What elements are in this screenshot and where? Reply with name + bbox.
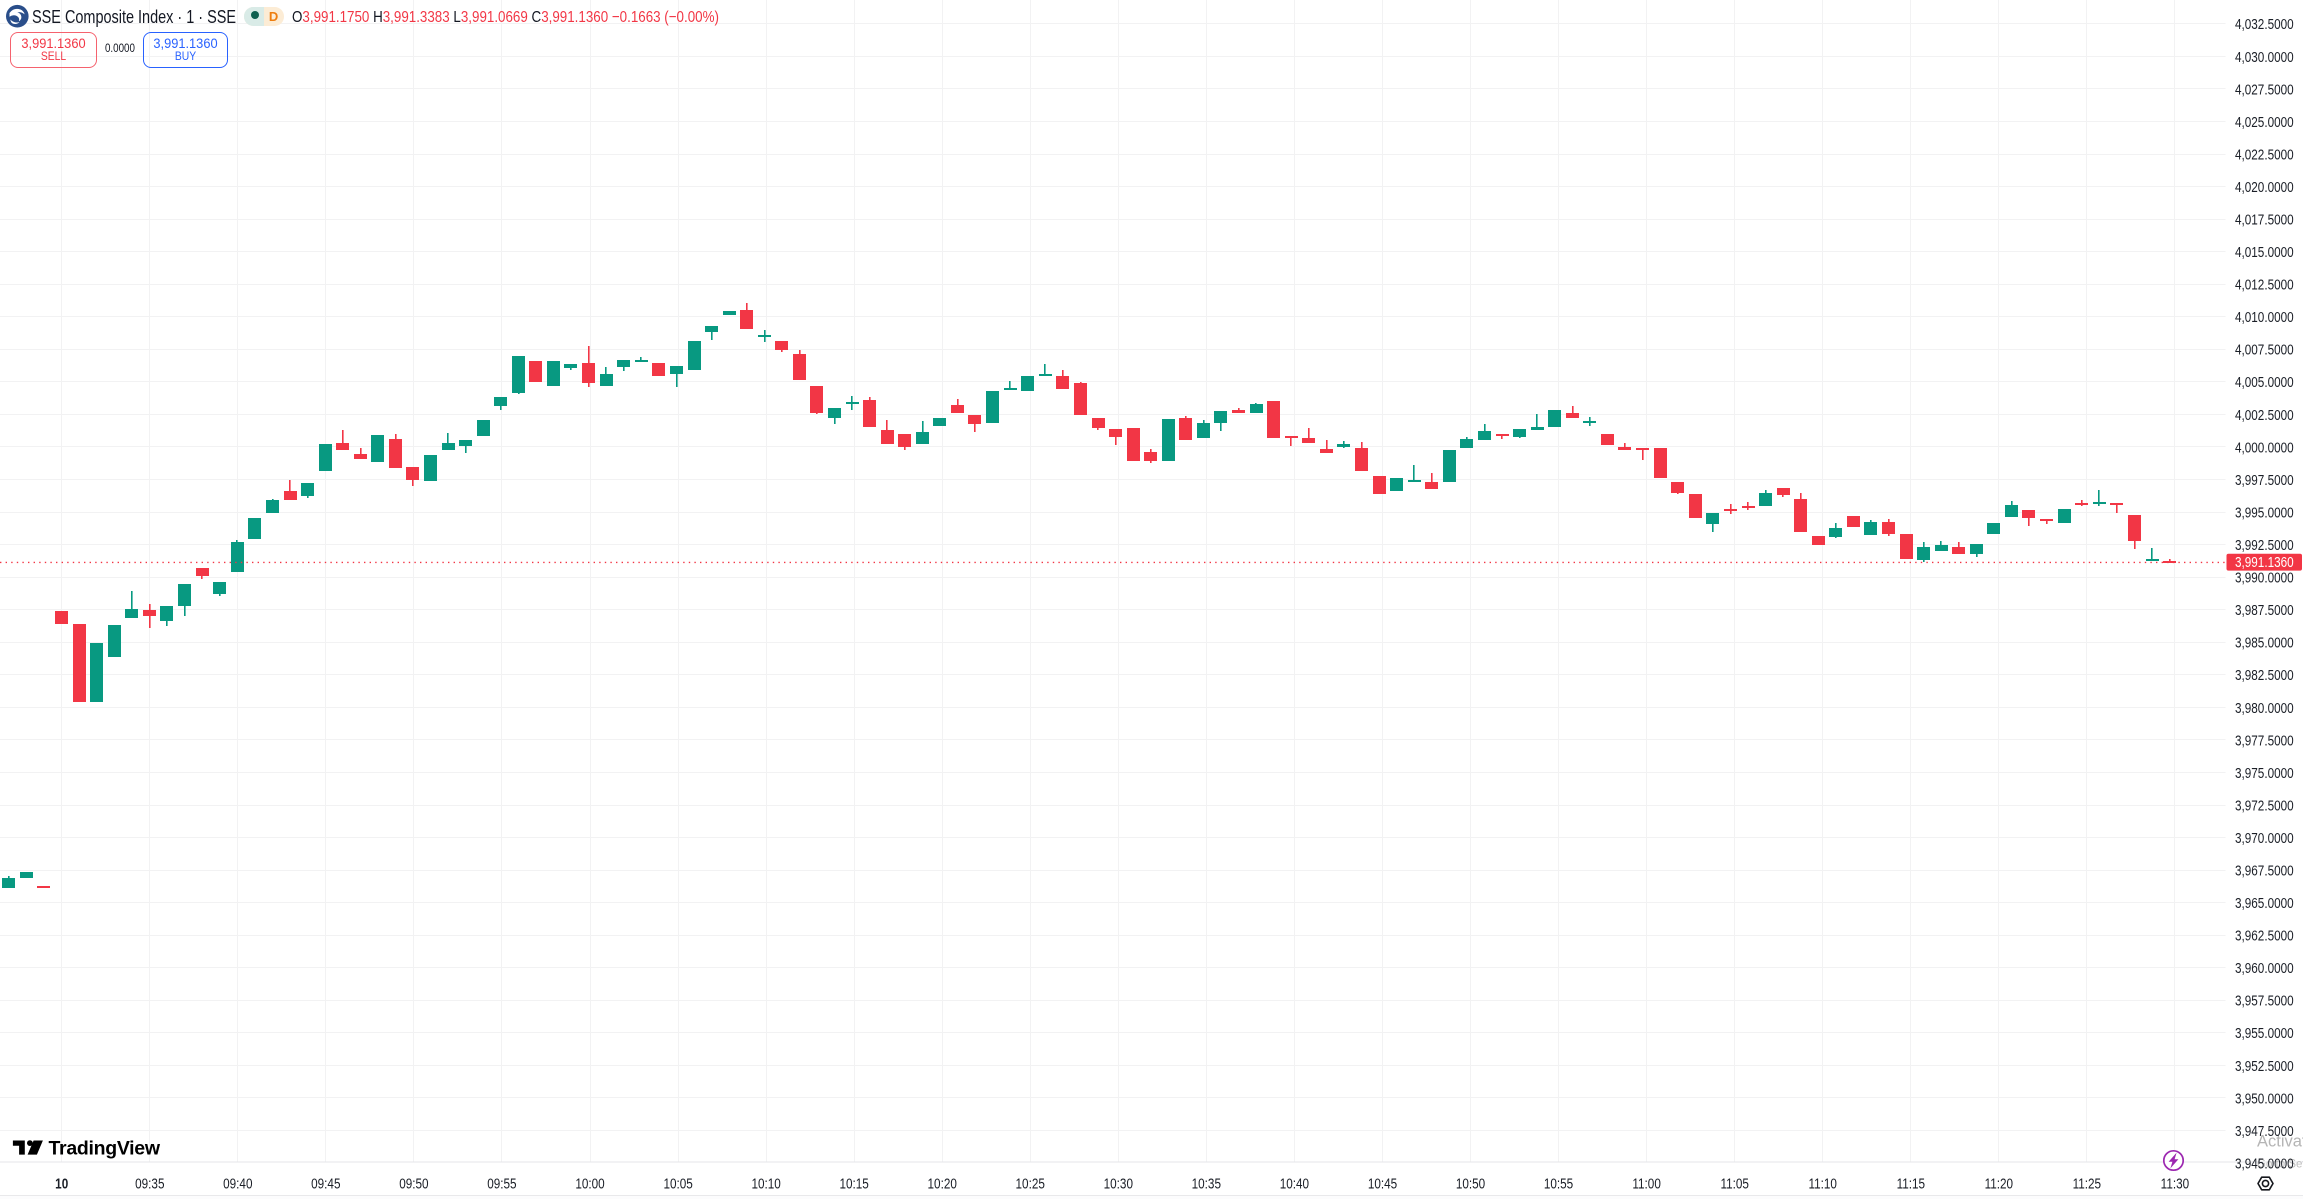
- svg-text:3,962.5000: 3,962.5000: [2235, 927, 2294, 944]
- svg-text:11:05: 11:05: [1720, 1175, 1748, 1192]
- svg-text:10:05: 10:05: [663, 1175, 692, 1192]
- svg-text:3,950.0000: 3,950.0000: [2235, 1090, 2294, 1107]
- svg-text:3,980.0000: 3,980.0000: [2235, 699, 2294, 716]
- svg-text:10: 10: [55, 1175, 68, 1192]
- svg-text:11:15: 11:15: [1897, 1175, 1925, 1192]
- svg-text:3,972.5000: 3,972.5000: [2235, 797, 2294, 814]
- svg-text:4,005.0000: 4,005.0000: [2235, 374, 2294, 391]
- svg-text:10:00: 10:00: [575, 1175, 604, 1192]
- svg-text:3,991.1360: 3,991.1360: [2235, 554, 2294, 571]
- svg-text:10:45: 10:45: [1368, 1175, 1397, 1192]
- svg-text:11:30: 11:30: [2161, 1175, 2189, 1192]
- svg-text:10:25: 10:25: [1016, 1175, 1045, 1192]
- svg-text:10:40: 10:40: [1280, 1175, 1309, 1192]
- svg-text:10:50: 10:50: [1456, 1175, 1485, 1192]
- svg-text:10:15: 10:15: [839, 1175, 868, 1192]
- svg-text:3,965.0000: 3,965.0000: [2235, 895, 2294, 912]
- svg-text:4,007.5000: 4,007.5000: [2235, 341, 2294, 358]
- svg-text:4,000.0000: 4,000.0000: [2235, 439, 2294, 456]
- svg-text:4,027.5000: 4,027.5000: [2235, 81, 2294, 98]
- svg-text:4,017.5000: 4,017.5000: [2235, 211, 2294, 228]
- svg-text:3,945.0000: 3,945.0000: [2235, 1155, 2294, 1172]
- svg-text:3,982.5000: 3,982.5000: [2235, 667, 2294, 684]
- svg-text:10:10: 10:10: [751, 1175, 780, 1192]
- svg-text:3,952.5000: 3,952.5000: [2235, 1057, 2294, 1074]
- svg-text:3,957.5000: 3,957.5000: [2235, 992, 2294, 1009]
- svg-text:09:45: 09:45: [311, 1175, 340, 1192]
- svg-text:4,025.0000: 4,025.0000: [2235, 114, 2294, 131]
- svg-text:4,022.5000: 4,022.5000: [2235, 146, 2294, 163]
- svg-text:11:10: 11:10: [1808, 1175, 1836, 1192]
- svg-text:10:55: 10:55: [1544, 1175, 1573, 1192]
- svg-text:Go to Settings S: Go to Settings S: [2257, 1159, 2303, 1171]
- svg-text:3,985.0000: 3,985.0000: [2235, 634, 2294, 651]
- svg-text:4,012.5000: 4,012.5000: [2235, 276, 2294, 293]
- svg-text:3,975.0000: 3,975.0000: [2235, 765, 2294, 782]
- svg-text:3,997.5000: 3,997.5000: [2235, 472, 2294, 489]
- svg-text:11:20: 11:20: [1985, 1175, 2013, 1192]
- svg-text:3,955.0000: 3,955.0000: [2235, 1025, 2294, 1042]
- svg-text:11:00: 11:00: [1632, 1175, 1660, 1192]
- svg-text:4,030.0000: 4,030.0000: [2235, 48, 2294, 65]
- svg-text:10:30: 10:30: [1104, 1175, 1133, 1192]
- svg-text:4,020.0000: 4,020.0000: [2235, 179, 2294, 196]
- svg-text:3,960.0000: 3,960.0000: [2235, 960, 2294, 977]
- svg-text:3,990.0000: 3,990.0000: [2235, 569, 2294, 586]
- svg-text:4,032.5000: 4,032.5000: [2235, 16, 2294, 33]
- svg-text:Activate Win: Activate Win: [2257, 1133, 2303, 1151]
- svg-text:3,967.5000: 3,967.5000: [2235, 862, 2294, 879]
- svg-text:10:20: 10:20: [928, 1175, 957, 1192]
- svg-text:3,992.5000: 3,992.5000: [2235, 537, 2294, 554]
- svg-text:3,970.0000: 3,970.0000: [2235, 830, 2294, 847]
- svg-text:4,002.5000: 4,002.5000: [2235, 406, 2294, 423]
- svg-text:3,987.5000: 3,987.5000: [2235, 602, 2294, 619]
- svg-text:09:40: 09:40: [223, 1175, 252, 1192]
- svg-text:3,977.5000: 3,977.5000: [2235, 732, 2294, 749]
- svg-text:4,010.0000: 4,010.0000: [2235, 309, 2294, 326]
- svg-text:09:55: 09:55: [487, 1175, 516, 1192]
- svg-text:TradingView: TradingView: [49, 1138, 161, 1160]
- svg-text:09:35: 09:35: [135, 1175, 164, 1192]
- svg-text:10:35: 10:35: [1192, 1175, 1221, 1192]
- svg-text:4,015.0000: 4,015.0000: [2235, 244, 2294, 261]
- svg-text:3,947.5000: 3,947.5000: [2235, 1123, 2294, 1140]
- svg-text:09:50: 09:50: [399, 1175, 428, 1192]
- svg-text:3,995.0000: 3,995.0000: [2235, 504, 2294, 521]
- svg-text:11:25: 11:25: [2073, 1175, 2101, 1192]
